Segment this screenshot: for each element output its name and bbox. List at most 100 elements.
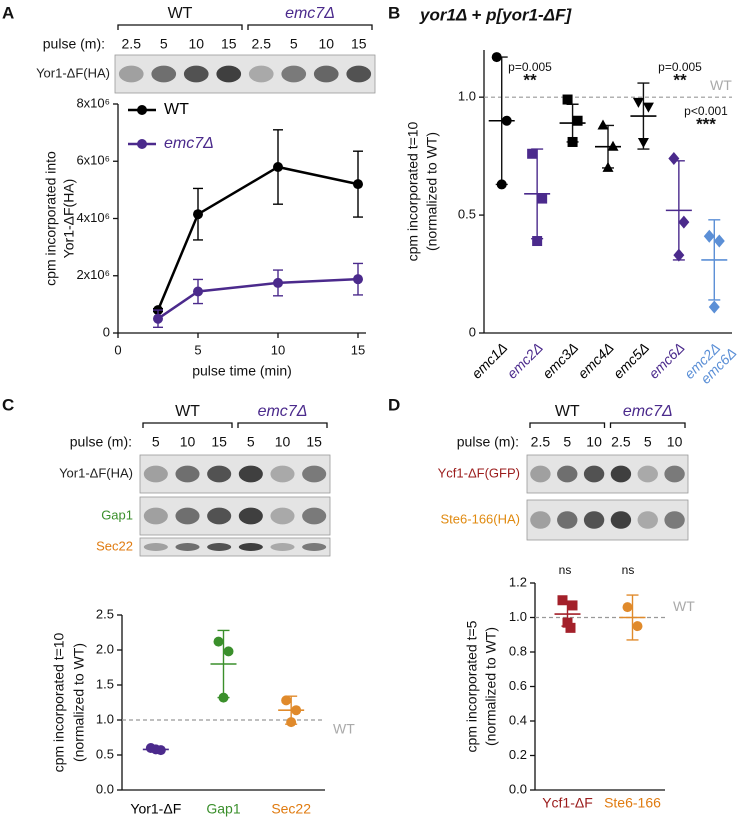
data-point bbox=[557, 595, 568, 606]
blot-row-label: Yor1-ΔF(HA) bbox=[36, 65, 110, 80]
data-point bbox=[703, 229, 715, 243]
legend-label: WT bbox=[164, 101, 189, 118]
blot-band bbox=[530, 511, 551, 529]
group-bracket bbox=[529, 422, 606, 428]
data-point bbox=[537, 193, 548, 204]
data-point bbox=[562, 94, 573, 105]
data-point bbox=[353, 274, 363, 285]
blot-band bbox=[238, 507, 263, 525]
data-point bbox=[218, 692, 229, 703]
data-point bbox=[673, 248, 685, 262]
y-axis-label: cpm incorporated t=5 bbox=[464, 620, 480, 752]
blot-band bbox=[248, 65, 274, 83]
data-point bbox=[353, 179, 363, 190]
blot-band bbox=[583, 465, 605, 483]
data-point bbox=[713, 234, 725, 248]
annotation: ns bbox=[622, 563, 635, 577]
reference-label: WT bbox=[333, 721, 355, 737]
data-point bbox=[668, 151, 680, 165]
blot-strip bbox=[139, 454, 331, 494]
x-tick-label: Ycf1-ΔF bbox=[542, 795, 593, 811]
legend-marker bbox=[137, 105, 147, 115]
y-tick-label: 1.2 bbox=[509, 574, 527, 589]
group-bracket bbox=[117, 24, 243, 30]
blot-band bbox=[175, 543, 200, 551]
x-axis-label: pulse time (min) bbox=[192, 363, 292, 379]
blot-band bbox=[238, 465, 263, 483]
data-point bbox=[642, 102, 654, 113]
data-point bbox=[286, 717, 297, 728]
pulse-label: pulse (m): bbox=[457, 434, 519, 450]
data-point bbox=[565, 622, 576, 633]
x-tick-label: 0 bbox=[114, 342, 121, 357]
x-tick-label: emc4Δ bbox=[575, 339, 617, 381]
data-point bbox=[223, 646, 234, 657]
blot-row-label: Ste6-166(HA) bbox=[441, 511, 520, 526]
lane-label: 5 bbox=[644, 434, 652, 450]
lane-label: 10 bbox=[586, 434, 602, 450]
panel-letter: D bbox=[388, 395, 400, 414]
blot-band bbox=[346, 65, 372, 83]
blot-band bbox=[118, 65, 144, 83]
data-point bbox=[291, 705, 302, 716]
blot-row-label: Yor1-ΔF(HA) bbox=[59, 465, 133, 480]
y-tick-label: 2x10⁶ bbox=[76, 267, 110, 282]
blot-band bbox=[151, 65, 177, 83]
blot-band bbox=[270, 507, 295, 525]
legend-label: emc7Δ bbox=[164, 135, 214, 152]
lane-label: 5 bbox=[247, 434, 255, 450]
group-label: emc7Δ bbox=[258, 403, 308, 420]
blot-band bbox=[183, 65, 209, 83]
blot-row-label: Ycf1-ΔF(GFP) bbox=[438, 465, 520, 480]
annotation: *** bbox=[696, 114, 716, 133]
blot-band bbox=[530, 465, 551, 483]
blot-band bbox=[270, 543, 295, 551]
data-point bbox=[562, 617, 573, 628]
y-tick-label: 1.0 bbox=[509, 609, 527, 624]
blot-band bbox=[610, 465, 632, 483]
y-axis-label: Yor1-ΔF(HA) bbox=[61, 179, 77, 259]
pulse-label: pulse (m): bbox=[70, 434, 132, 450]
blot-band bbox=[302, 507, 327, 525]
x-tick-label: 10 bbox=[271, 342, 285, 357]
blot-band bbox=[313, 65, 339, 83]
y-tick-label: 0.5 bbox=[96, 746, 114, 761]
data-point bbox=[193, 209, 203, 220]
blot-band bbox=[664, 511, 685, 529]
y-tick-label: 0.0 bbox=[509, 781, 527, 796]
blot-band bbox=[175, 507, 200, 525]
blot-band bbox=[610, 511, 632, 529]
data-point bbox=[602, 161, 614, 172]
data-point bbox=[567, 600, 578, 611]
x-tick-label: emc1Δ bbox=[468, 339, 510, 381]
lane-label: 2.5 bbox=[252, 36, 272, 52]
x-tick-label: Sec22 bbox=[271, 801, 311, 817]
data-point bbox=[491, 52, 502, 63]
lane-label: 10 bbox=[180, 434, 196, 450]
data-point bbox=[708, 300, 720, 314]
y-tick-label: 0.2 bbox=[509, 747, 527, 762]
blot-band bbox=[207, 465, 232, 483]
data-point bbox=[567, 136, 578, 147]
lane-label: 5 bbox=[563, 434, 571, 450]
blot-band bbox=[175, 465, 200, 483]
blot-band bbox=[143, 507, 168, 525]
x-tick-label: emc2Δ bbox=[504, 339, 546, 381]
data-point bbox=[213, 636, 224, 647]
blot-strip bbox=[139, 496, 331, 536]
y-axis-label: (normalized to WT) bbox=[483, 627, 499, 746]
lane-label: 15 bbox=[306, 434, 322, 450]
blot-band bbox=[238, 543, 263, 551]
blot-strip bbox=[526, 454, 689, 494]
data-point bbox=[622, 602, 633, 613]
blot-band bbox=[143, 543, 168, 551]
series-line bbox=[157, 277, 359, 320]
reference-label: WT bbox=[673, 598, 695, 614]
blot-band bbox=[664, 465, 685, 483]
data-point bbox=[496, 179, 507, 190]
chart-title: yor1Δ + p[yor1-ΔF] bbox=[419, 5, 572, 24]
y-tick-label: 1.0 bbox=[458, 89, 476, 104]
y-tick-label: 1.5 bbox=[96, 676, 114, 691]
blot-band bbox=[557, 465, 578, 483]
